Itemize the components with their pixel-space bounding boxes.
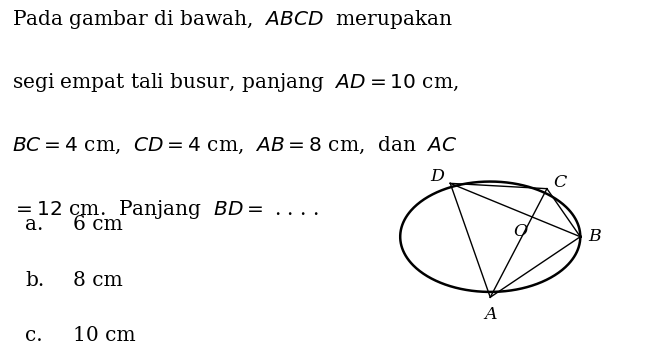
Text: O: O (513, 223, 528, 240)
Text: b.: b. (25, 271, 45, 289)
Text: C: C (554, 174, 567, 191)
Text: 8 cm: 8 cm (73, 271, 123, 289)
Text: B: B (588, 228, 602, 245)
Text: $\mathit{BC} = 4$ cm,  $\mathit{CD} = 4$ cm,  $\mathit{AB} = 8$ cm,  dan  $\math: $\mathit{BC} = 4$ cm, $\mathit{CD} = 4$ … (12, 135, 458, 156)
Text: segi empat tali busur, panjang  $\mathit{AD} = 10$ cm,: segi empat tali busur, panjang $\mathit{… (12, 71, 459, 94)
Text: Pada gambar di bawah,  $\mathit{ABCD}$  merupakan: Pada gambar di bawah, $\mathit{ABCD}$ me… (12, 8, 453, 31)
Text: 6 cm: 6 cm (73, 215, 123, 234)
Text: $= 12$ cm.  Panjang  $\mathit{BD} =$ . . . .: $= 12$ cm. Panjang $\mathit{BD} =$ . . .… (12, 198, 319, 221)
Text: A: A (484, 306, 496, 323)
Text: D: D (430, 168, 444, 185)
Text: a.: a. (25, 215, 44, 234)
Text: 10 cm: 10 cm (73, 326, 136, 345)
Text: c.: c. (25, 326, 43, 345)
